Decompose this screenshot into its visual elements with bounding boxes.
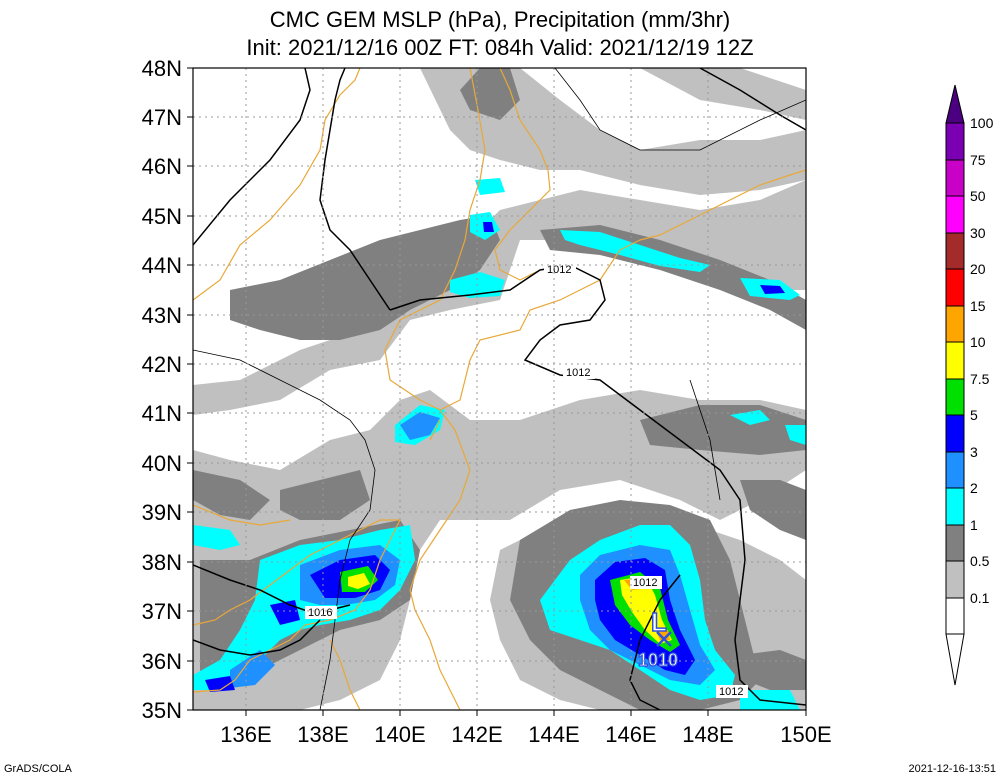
graticule — [193, 68, 806, 710]
lat-label: 40N — [142, 451, 182, 476]
colorbar-label: 15 — [970, 298, 986, 314]
colorbar-swatch — [945, 341, 965, 380]
lat-label: 35N — [142, 698, 182, 723]
colorbar-label: 20 — [970, 261, 986, 277]
colorbar-label: 75 — [970, 152, 986, 168]
map-subtitle: Init: 2021/12/16 00Z FT: 084h Valid: 202… — [246, 35, 754, 60]
map-frame — [192, 67, 807, 711]
lon-label: 144E — [528, 722, 579, 747]
colorbar-swatch — [945, 232, 965, 270]
isobar-label: 1012 — [547, 264, 571, 276]
colorbar-swatch — [945, 122, 965, 161]
colorbar-label: 1 — [970, 517, 978, 533]
colorbar — [945, 84, 965, 686]
colorbar-swatch — [945, 597, 965, 635]
colorbar-swatch — [945, 633, 965, 686]
lon-label: 138E — [297, 722, 348, 747]
isobar-label: 1012 — [633, 577, 657, 589]
lat-label: 41N — [142, 401, 182, 426]
colorbar-label: 10 — [970, 334, 986, 350]
colorbar-swatch — [945, 451, 965, 489]
colorbar-label: 0.5 — [970, 553, 990, 569]
colorbar-swatch — [945, 84, 965, 124]
footer-credit: GrADS/COLA — [4, 763, 72, 775]
colorbar-swatch — [945, 305, 965, 343]
colorbar-label: 30 — [970, 225, 986, 241]
colorbar-swatch — [945, 378, 965, 416]
lat-label: 48N — [142, 56, 182, 81]
low-center-icon — [656, 631, 672, 647]
colorbar-label: 7.5 — [970, 371, 990, 387]
colorbar-swatch — [945, 268, 965, 307]
low-symbol: L — [651, 607, 667, 637]
lon-label: 136E — [220, 722, 271, 747]
isobar-label: 1012 — [566, 367, 590, 379]
colorbar-label: 2 — [970, 480, 978, 496]
lat-label: 42N — [142, 352, 182, 377]
colorbar-swatch — [945, 487, 965, 526]
colorbar-label: 3 — [970, 444, 978, 460]
lat-label: 37N — [142, 599, 182, 624]
colorbar-swatch — [945, 159, 965, 197]
isobar-label: 1012 — [719, 686, 743, 698]
colorbar-swatch — [945, 560, 965, 599]
lat-label: 46N — [142, 154, 182, 179]
low-pressure-marker: L 1010 — [637, 606, 678, 670]
map-title: CMC GEM MSLP (hPa), Precipitation (mm/3h… — [269, 7, 731, 32]
lon-label: 140E — [374, 722, 425, 747]
colorbar-label: 50 — [970, 188, 986, 204]
colorbar-label: 5 — [970, 407, 978, 423]
isobar-label: 1016 — [308, 607, 332, 619]
lat-label: 39N — [142, 500, 182, 525]
lat-label: 36N — [142, 649, 182, 674]
lon-label: 146E — [605, 722, 656, 747]
lat-label: 45N — [142, 204, 182, 229]
footer-timestamp: 2021-12-16-13:51 — [908, 763, 996, 775]
lat-label: 44N — [142, 253, 182, 278]
low-pressure-value: 1010 — [638, 650, 678, 670]
colorbar-swatch — [945, 524, 965, 562]
lon-label: 148E — [682, 722, 733, 747]
lon-label: 150E — [780, 722, 831, 747]
colorbar-label: 100 — [970, 115, 994, 131]
lat-label: 47N — [142, 105, 182, 130]
lon-label: 142E — [451, 722, 502, 747]
lat-label: 38N — [142, 550, 182, 575]
colorbar-label: 0.1 — [970, 590, 990, 606]
colorbar-swatch — [945, 414, 965, 453]
precipitation-field — [193, 68, 806, 710]
lat-label: 43N — [142, 303, 182, 328]
colorbar-swatch — [945, 195, 965, 234]
